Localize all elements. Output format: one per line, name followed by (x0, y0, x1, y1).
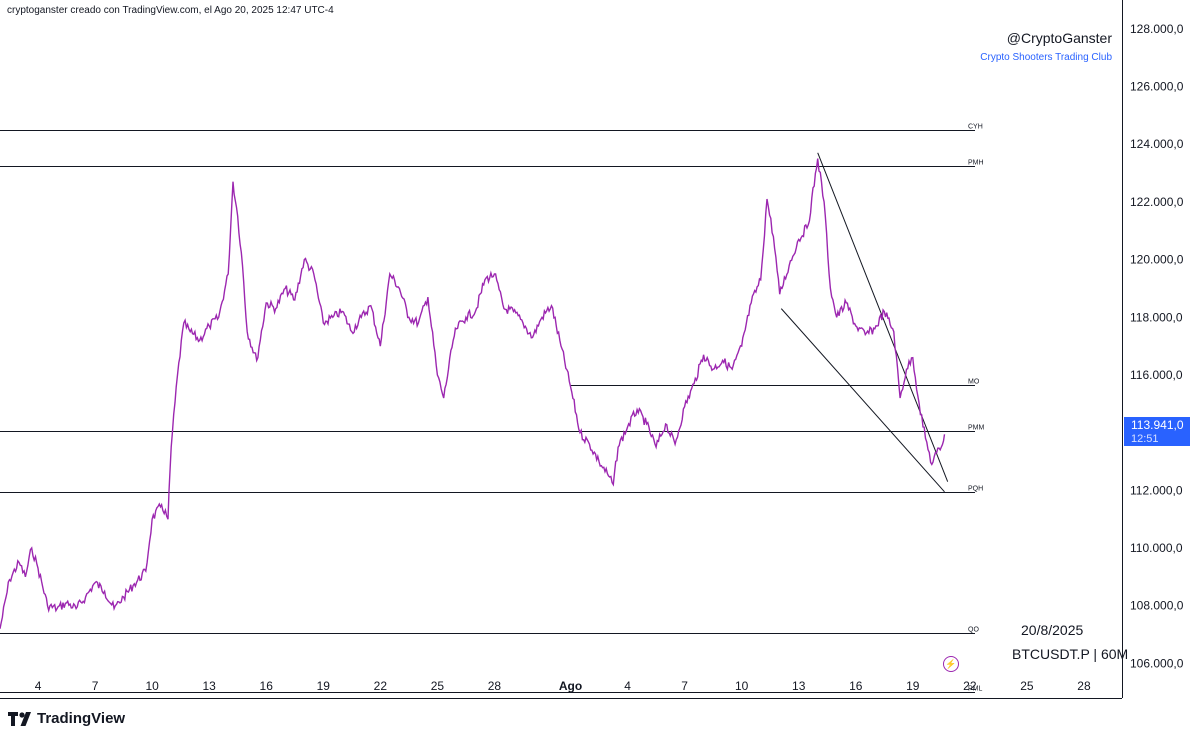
x-tick-label: 25 (1020, 679, 1034, 693)
trendline-2[interactable] (780, 308, 945, 493)
y-tick-label: 118.000,0 (1130, 310, 1183, 324)
x-tick-label: 16 (260, 679, 274, 693)
level-label-mo: MO (968, 379, 980, 386)
x-tick-label: 10 (145, 679, 159, 693)
level-label-qo: QO (968, 627, 979, 634)
y-tick-label: 128.000,0 (1130, 22, 1184, 36)
y-tick-label: 120.000,0 (1130, 253, 1184, 267)
level-label-pqh: PQH (968, 486, 983, 493)
y-tick-label: 122.000,0 (1130, 195, 1184, 209)
level-label-pml: PML (968, 686, 983, 693)
key-levels: CYH PMH MO PMM PQH QO PML (0, 124, 985, 693)
x-tick-label: 22 (963, 679, 977, 693)
y-tick-label: 108.000,0 (1130, 599, 1184, 613)
time-axis[interactable]: 4 7 10 13 16 19 22 25 28 Ago 4 7 10 13 16 19 22 25 28 (35, 679, 1091, 693)
x-tick-label: 10 (735, 679, 749, 693)
y-tick-label: 112.000,0 (1130, 483, 1183, 497)
club-name: Crypto Shooters Trading Club (980, 52, 1112, 63)
y-tick-label: 116.000,0 (1130, 368, 1183, 382)
price-axis[interactable]: 106.000,0108.000,0110.000,0112.000,0114.… (1130, 22, 1184, 671)
price-series-line (0, 158, 946, 629)
x-tick-label: 19 (906, 679, 920, 693)
x-tick-label: 4 (35, 679, 42, 693)
x-tick-label: 19 (317, 679, 331, 693)
x-tick-label: 25 (431, 679, 445, 693)
bar-countdown: 12:51 (1131, 433, 1159, 445)
x-tick-label: 16 (849, 679, 863, 693)
x-tick-label: Ago (559, 679, 582, 693)
x-tick-label: 13 (203, 679, 217, 693)
last-price: 113.941,0 (1131, 418, 1184, 432)
y-tick-label: 126.000,0 (1130, 80, 1184, 94)
chart-attribution: cryptoganster creado con TradingView.com… (7, 5, 334, 16)
x-tick-label: 13 (792, 679, 806, 693)
x-tick-label: 7 (681, 679, 688, 693)
author-handle: @CryptoGanster (1006, 30, 1112, 46)
x-tick-label: 22 (374, 679, 388, 693)
y-tick-label: 106.000,0 (1130, 656, 1184, 670)
lightning-bolt-icon[interactable]: ⚡ (943, 656, 959, 672)
y-tick-label: 110.000,0 (1130, 541, 1183, 555)
x-tick-label: 7 (92, 679, 99, 693)
x-tick-label: 28 (1077, 679, 1091, 693)
level-label-cyh: CYH (968, 124, 983, 131)
level-label-pmh: PMH (968, 160, 984, 167)
tradingview-logo-icon (8, 711, 31, 726)
tradingview-logo-text: TradingView (37, 710, 126, 727)
x-tick-label: 4 (624, 679, 631, 693)
watermark-symbol: BTCUSDT.P | 60M (1012, 646, 1129, 662)
tradingview-logo[interactable]: TradingView (8, 710, 125, 727)
falling-wedge (780, 152, 949, 493)
watermark-date: 20/8/2025 (1021, 622, 1084, 638)
x-tick-label: 28 (488, 679, 502, 693)
level-label-pmm: PMM (968, 425, 985, 432)
y-tick-label: 124.000,0 (1130, 137, 1184, 151)
last-price-tag: 113.941,0 12:51 (1124, 417, 1190, 446)
